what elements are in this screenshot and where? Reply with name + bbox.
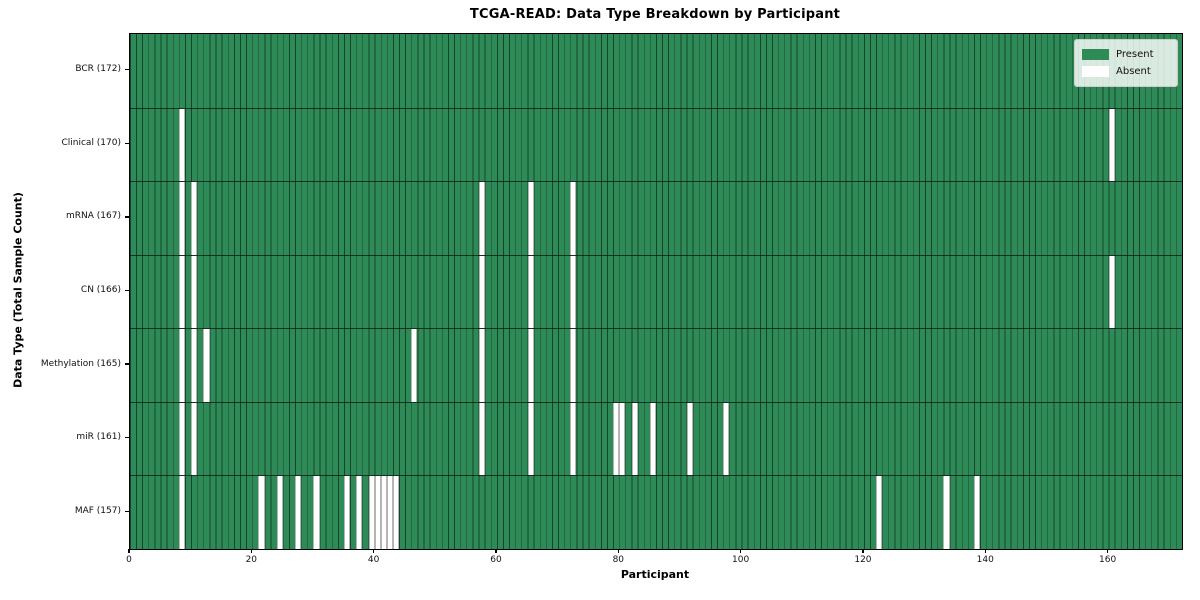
absent-cell-maf-41 — [380, 476, 387, 549]
absent-cell-mir-57 — [478, 402, 485, 476]
x-tick-mark — [1107, 549, 1109, 553]
chart-title: TCGA-READ: Data Type Breakdown by Partic… — [469, 7, 841, 22]
x-tick-label-120: 120 — [854, 555, 872, 565]
y-tick-label-maf: MAF (157) — [74, 505, 121, 516]
absent-cell-maf-138 — [974, 476, 981, 549]
x-tick-mark — [373, 549, 375, 553]
absent-cell-maf-30 — [313, 476, 320, 549]
x-tick-mark — [250, 549, 252, 553]
legend-present-label: Present — [1116, 48, 1154, 60]
x-tick-label-100: 100 — [732, 555, 750, 565]
absent-cell-maf-8 — [178, 476, 186, 549]
y-tick-label-bcr: BCR (172) — [75, 64, 121, 75]
y-tick-label-cn: CN (166) — [80, 285, 121, 295]
absent-cell-methylation-8 — [178, 329, 186, 402]
heatmap-row-mrna — [130, 181, 1182, 255]
y-tick-mark — [125, 289, 129, 292]
absent-cell-clinical-8 — [178, 108, 186, 182]
absent-cell-cn-57 — [478, 255, 485, 329]
absent-cell-mir-79 — [613, 402, 620, 476]
absent-cell-mir-10 — [191, 402, 198, 476]
y-tick-mark — [125, 437, 129, 439]
x-tick-label-60: 60 — [490, 555, 502, 565]
absent-cell-mir-8 — [178, 402, 186, 476]
absent-cell-maf-43 — [393, 476, 400, 549]
x-tick-mark — [495, 549, 497, 553]
absent-cell-methylation-10 — [191, 329, 198, 402]
y-tick-mark — [125, 510, 129, 512]
absent-cell-maf-42 — [386, 476, 393, 549]
legend-entry-absent: Absent — [1082, 63, 1170, 80]
absent-cell-mrna-72 — [570, 182, 577, 255]
x-tick-mark — [128, 549, 130, 553]
y-tick-label-mrna: mRNA (167) — [66, 211, 121, 222]
absent-cell-cn-72 — [570, 255, 577, 329]
absent-cell-maf-133 — [943, 476, 950, 549]
x-tick-label-0: 0 — [126, 555, 132, 565]
absent-cell-maf-37 — [356, 476, 363, 549]
absent-cell-mir-97 — [723, 402, 730, 476]
heatmap-row-clinical — [130, 107, 1182, 182]
legend-absent-label: Absent — [1116, 65, 1151, 77]
absent-cell-mrna-65 — [527, 182, 534, 255]
y-tick-label-methylation: Methylation (165) — [40, 358, 121, 369]
absent-cell-maf-35 — [344, 476, 351, 549]
absent-cell-maf-24 — [276, 476, 283, 549]
heatmap-row-maf — [130, 475, 1182, 549]
absent-cell-maf-40 — [374, 476, 381, 549]
absent-cell-cn-10 — [191, 255, 198, 329]
absent-cell-cn-65 — [527, 255, 534, 329]
plot-area: Present Absent — [129, 33, 1183, 550]
absent-cell-cn-8 — [178, 255, 186, 329]
absent-cell-methylation-72 — [570, 329, 577, 402]
x-tick-mark — [862, 549, 864, 553]
absent-cell-maf-21 — [258, 476, 265, 549]
x-tick-label-160: 160 — [1099, 555, 1117, 565]
y-tick-mark — [125, 216, 129, 218]
absent-cell-methylation-65 — [527, 329, 534, 402]
absent-cell-mir-91 — [686, 402, 693, 476]
heatmap-row-cn — [130, 254, 1182, 329]
heatmap-row-mir — [130, 401, 1182, 476]
x-tick-mark — [740, 549, 742, 553]
heatmap-row-methylation — [130, 328, 1182, 402]
legend-entry-present: Present — [1082, 46, 1170, 63]
y-tick-mark — [125, 142, 129, 144]
absent-cell-mir-82 — [631, 402, 638, 476]
absent-cell-mrna-57 — [478, 182, 485, 255]
heatmap-rows — [130, 34, 1182, 549]
legend-absent-swatch — [1082, 66, 1109, 77]
absent-cell-methylation-46 — [411, 329, 418, 402]
x-tick-mark — [617, 549, 619, 553]
absent-cell-maf-122 — [876, 476, 883, 549]
legend: Present Absent — [1074, 39, 1178, 87]
legend-present-swatch — [1082, 49, 1109, 60]
absent-cell-methylation-12 — [203, 329, 210, 402]
absent-cell-maf-39 — [368, 476, 375, 549]
absent-cell-maf-27 — [295, 476, 302, 549]
y-tick-mark — [125, 363, 129, 365]
x-tick-mark — [984, 549, 986, 553]
y-tick-label-clinical: Clinical (170) — [61, 137, 121, 148]
absent-cell-mir-72 — [570, 402, 577, 476]
heatmap-row-bcr — [130, 34, 1182, 108]
y-tick-label-mir: miR (161) — [76, 432, 121, 443]
absent-cell-mrna-8 — [178, 182, 186, 255]
x-tick-label-40: 40 — [367, 555, 380, 565]
x-tick-label-80: 80 — [612, 555, 625, 565]
absent-cell-cn-160 — [1108, 255, 1115, 329]
absent-cell-mir-85 — [649, 402, 656, 476]
x-tick-label-20: 20 — [245, 555, 258, 565]
x-axis-title: Participant — [620, 568, 690, 581]
x-tick-label-140: 140 — [976, 555, 994, 565]
absent-cell-mrna-10 — [191, 182, 198, 255]
y-tick-mark — [125, 69, 129, 71]
absent-cell-clinical-160 — [1108, 108, 1115, 182]
absent-cell-methylation-57 — [478, 329, 485, 402]
absent-cell-mir-65 — [527, 402, 534, 476]
absent-cell-mir-80 — [619, 402, 626, 476]
